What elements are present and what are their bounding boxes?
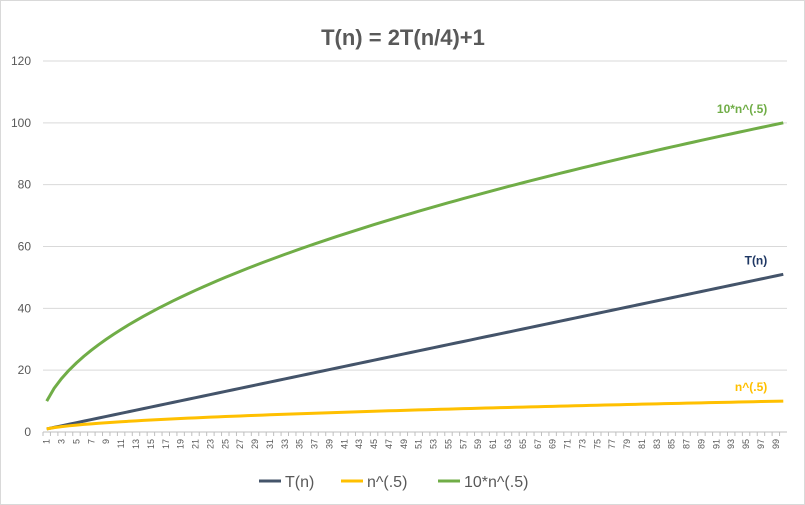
x-tick-label: 45: [369, 439, 379, 449]
x-tick-label: 91: [711, 439, 721, 449]
x-tick-label: 87: [682, 439, 692, 449]
x-tick-label: 69: [548, 439, 558, 449]
y-tick-label: 0: [24, 425, 31, 439]
legend-label-2: 10*n^(.5): [464, 474, 528, 491]
legend-label-0: T(n): [285, 474, 314, 491]
x-tick-label: 49: [399, 439, 409, 449]
x-tick-label: 11: [116, 439, 126, 448]
x-tick-label: 13: [131, 439, 141, 449]
x-tick-label: 29: [250, 439, 260, 449]
x-tick-label: 93: [726, 439, 736, 449]
y-tick-label: 120: [11, 54, 31, 68]
x-tick-label: 99: [771, 439, 781, 449]
x-tick-label: 9: [101, 439, 111, 444]
series-line-2: [45, 121, 784, 402]
series-inline-label-1: n^(.5): [735, 380, 767, 394]
x-tick-label: 71: [563, 439, 573, 449]
x-tick-label: 95: [741, 439, 751, 449]
legend: T(n) n^(.5) 10*n^(.5): [259, 474, 528, 491]
y-tick-label: 40: [18, 301, 32, 315]
series-inline-label-0: T(n): [745, 253, 768, 267]
grid-layer: [43, 60, 787, 371]
x-tick-label: 51: [414, 439, 424, 449]
y-tick-label: 80: [18, 178, 32, 192]
x-tick-label: 21: [191, 439, 201, 449]
series-inline-label-2: 10*n^(.5): [717, 102, 767, 116]
series-layer: [45, 121, 784, 431]
x-tick-label: 73: [577, 439, 587, 449]
chart-title: T(n) = 2T(n/4)+1: [321, 25, 485, 50]
x-tick-label: 43: [354, 439, 364, 449]
x-tick-label: 17: [161, 439, 171, 449]
x-tick-label: 23: [205, 439, 215, 449]
x-tick-label: 55: [443, 439, 453, 449]
x-tick-label: 97: [756, 439, 766, 449]
x-tick-label: 37: [310, 439, 320, 449]
x-tick-label: 41: [339, 439, 349, 449]
x-tick-label: 1: [42, 439, 52, 444]
x-tick-label: 89: [696, 439, 706, 449]
x-tick-label: 85: [667, 439, 677, 449]
legend-label-1: n^(.5): [367, 474, 407, 491]
x-tick-label: 59: [473, 439, 483, 449]
x-tick-label: 5: [71, 439, 81, 444]
x-tick-label: 25: [220, 439, 230, 449]
x-tick-label: 15: [146, 439, 156, 449]
x-tick-label: 7: [86, 439, 96, 444]
x-tick-label: 31: [265, 439, 275, 449]
x-tick-label: 27: [235, 439, 245, 449]
x-tick-label: 53: [429, 439, 439, 449]
x-tick-label: 67: [533, 439, 543, 449]
x-tick-label: 19: [176, 439, 186, 449]
x-tick-label: 65: [518, 439, 528, 449]
x-tick-label: 81: [637, 439, 647, 449]
y-tick-label: 100: [11, 116, 31, 130]
x-tick-label: 83: [652, 439, 662, 449]
x-tick-label: 35: [295, 439, 305, 449]
x-tick-label: 79: [622, 439, 632, 449]
x-tick-label: 61: [488, 439, 498, 449]
series-line-1: [46, 399, 784, 431]
x-tick-label: 33: [280, 439, 290, 449]
series-label-layer: T(n) n^(.5) 10*n^(.5): [717, 102, 767, 394]
series-line-0: [46, 272, 784, 431]
x-tick-label: 39: [324, 439, 334, 449]
y-tick-label: 20: [18, 363, 32, 377]
x-tick-label: 47: [384, 439, 394, 449]
y-tick-label: 60: [18, 240, 32, 254]
x-tick-label: 63: [503, 439, 513, 449]
x-tick-label: 57: [458, 439, 468, 449]
x-tick-label: 75: [592, 439, 602, 449]
x-tick-label: 3: [57, 439, 67, 444]
x-tick-label: 77: [607, 439, 617, 449]
